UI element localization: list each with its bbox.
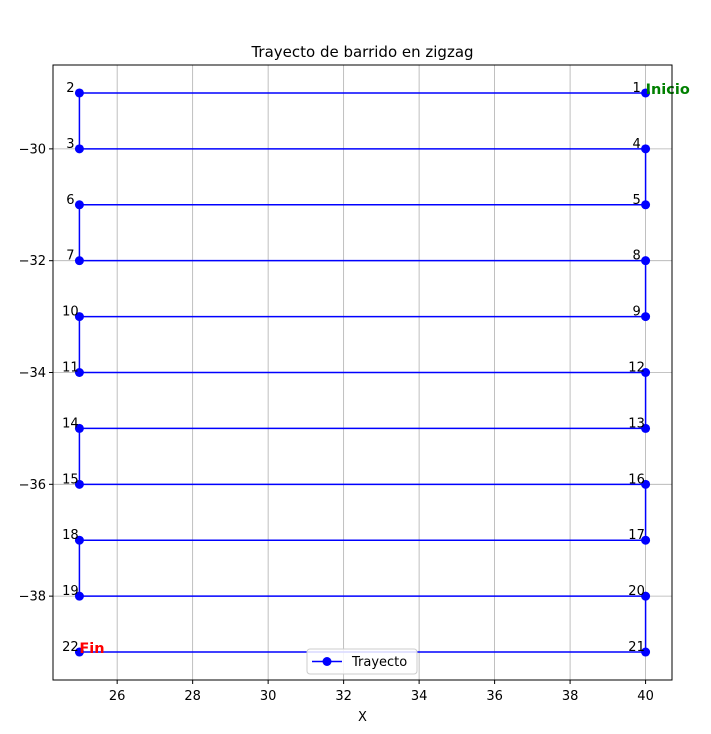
y-tick-label: −34 [19, 366, 46, 381]
y-tick-label: −38 [19, 590, 46, 605]
data-point [641, 423, 651, 433]
x-tick-label: 38 [562, 689, 579, 704]
y-tick-label: −36 [19, 478, 46, 493]
data-point [74, 368, 84, 377]
data-point [74, 88, 84, 98]
chart-title: Trayecto de barrido en zigzag [250, 43, 473, 61]
data-point [641, 200, 651, 210]
legend-label-trayecto: Trayecto [351, 655, 407, 670]
point-label: 4 [632, 137, 640, 152]
legend: Trayecto [306, 648, 418, 675]
data-point [641, 368, 651, 377]
x-tick-label: 30 [260, 689, 277, 704]
data-point [74, 591, 84, 601]
data-point [74, 479, 84, 489]
x-tick-label: 36 [486, 689, 503, 704]
data-point [74, 200, 84, 210]
data-point [74, 144, 84, 154]
point-label: 16 [628, 472, 645, 487]
point-label: 3 [66, 137, 74, 152]
point-label: 18 [62, 528, 79, 543]
data-point [641, 479, 651, 489]
data-point [641, 256, 651, 266]
x-tick-label: 28 [184, 689, 201, 704]
legend-box [306, 648, 418, 675]
data-point [74, 256, 84, 266]
legend-marker-swatch [322, 657, 332, 666]
annotation-fin: Fin [79, 641, 104, 657]
point-label: 5 [632, 193, 640, 208]
point-label: 21 [628, 640, 645, 655]
point-label: 19 [62, 584, 79, 599]
point-label: 8 [632, 249, 640, 264]
point-label: 2 [66, 81, 74, 96]
point-label: 13 [628, 416, 645, 431]
x-tick-label: 26 [109, 689, 126, 704]
data-point [641, 144, 651, 154]
point-label: 20 [628, 584, 645, 599]
data-point [641, 647, 651, 657]
point-label: 15 [62, 472, 79, 487]
series-line [78, 92, 647, 653]
data-point [641, 312, 651, 322]
x-axis-label: X [358, 710, 367, 725]
annotations: Inicio Fin [79, 82, 689, 657]
y-tick-label: −30 [19, 142, 46, 157]
point-label: 11 [62, 361, 79, 376]
point-label: 10 [62, 305, 79, 320]
point-label: 7 [66, 249, 74, 264]
point-label: 1 [632, 81, 640, 96]
annotation-inicio: Inicio [646, 82, 690, 98]
data-point [641, 88, 651, 98]
point-label: 12 [628, 361, 645, 376]
y-tick-label: −32 [19, 254, 46, 269]
point-label: 6 [66, 193, 74, 208]
data-point [74, 647, 84, 657]
data-point [641, 535, 651, 545]
series-trayecto [74, 88, 651, 657]
data-point [74, 535, 84, 545]
point-label: 17 [628, 528, 645, 543]
point-label: 14 [62, 416, 79, 431]
x-tick-label: 34 [411, 689, 428, 704]
point-label: 22 [62, 640, 79, 655]
data-point [74, 423, 84, 433]
axis-ticks: 26 28 30 32 34 36 38 40 −30 −32 −34 −36 −38 [19, 142, 654, 704]
data-point [74, 312, 84, 322]
x-tick-label: 40 [637, 689, 654, 704]
point-label: 9 [632, 305, 640, 320]
data-point [641, 591, 651, 601]
x-tick-label: 32 [335, 689, 352, 704]
